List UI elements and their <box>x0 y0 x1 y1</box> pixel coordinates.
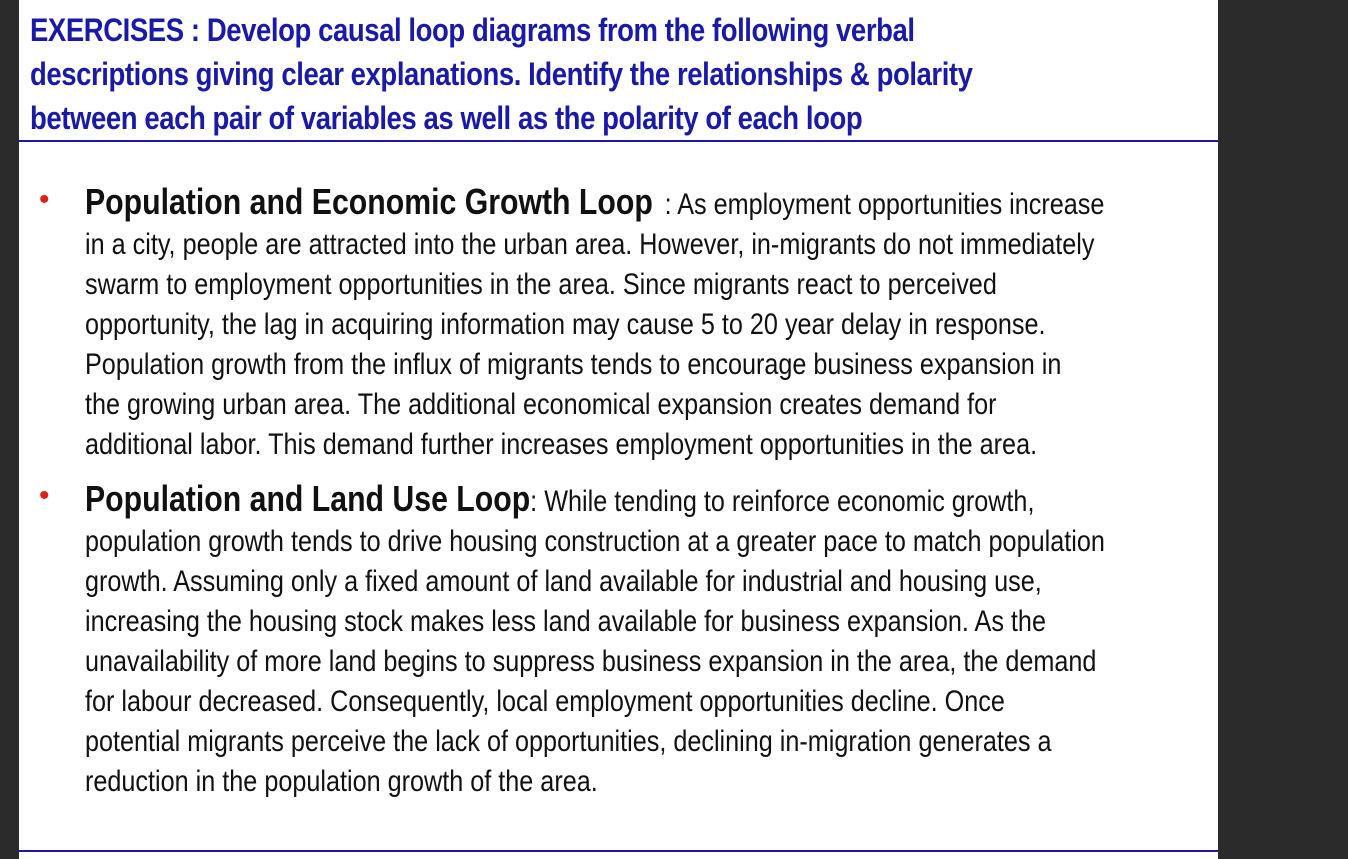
bullet-first-line: Population and Economic Growth Loop: As … <box>85 182 1177 225</box>
right-frame <box>1218 0 1348 859</box>
slide-title: EXERCISES : Develop causal loop diagrams… <box>30 8 1028 140</box>
bullet-heading: Population and Land Use Loop <box>85 478 531 519</box>
bullet-item-economic-growth: Population and Economic Growth Loop: As … <box>85 182 1177 465</box>
bullet-list: • Population and Economic Growth Loop: A… <box>19 0 1218 859</box>
bullet-heading: Population and Economic Growth Loop <box>85 181 653 222</box>
bullet-text: in a city, people are attracted into the… <box>85 228 1095 261</box>
bottom-divider <box>19 850 1218 852</box>
bullet-separator: : <box>530 485 538 518</box>
left-frame <box>0 0 19 859</box>
bullet-text: opportunity, the lag in acquiring inform… <box>85 308 1046 341</box>
bullet-text: unavailability of more land begins to su… <box>85 645 1097 678</box>
bullet-dot-icon: • <box>39 479 50 512</box>
bullet-text: Population growth from the influx of mig… <box>85 348 1062 381</box>
bullet-text: As employment opportunities increase <box>677 188 1105 221</box>
bullet-text: population growth tends to drive housing… <box>85 525 1105 558</box>
bullet-text: While tending to reinforce economic grow… <box>544 485 1035 518</box>
bullet-text: for labour decreased. Consequently, loca… <box>85 685 1005 718</box>
bullet-text: the growing urban area. The additional e… <box>85 388 997 421</box>
title-divider <box>19 140 1218 142</box>
bullet-item-land-use: Population and Land Use Loop: While tend… <box>85 479 1177 802</box>
title-line: between each pair of variables as well a… <box>30 100 863 136</box>
bullet-first-line: Population and Land Use Loop: While tend… <box>85 479 1177 522</box>
bullet-dot-icon: • <box>39 183 50 216</box>
title-line: EXERCISES : Develop causal loop diagrams… <box>30 12 915 48</box>
bullet-text: growth. Assuming only a fixed amount of … <box>85 565 1042 598</box>
title-line: descriptions giving clear explanations. … <box>30 56 973 92</box>
bullet-text: potential migrants perceive the lack of … <box>85 725 1052 758</box>
bullet-text: swarm to employment opportunities in the… <box>85 268 997 301</box>
bullet-text: additional labor. This demand further in… <box>85 428 1038 461</box>
bullet-text: reduction in the population growth of th… <box>85 765 598 798</box>
bullet-text: increasing the housing stock makes less … <box>85 605 1046 638</box>
bullet-separator: : <box>664 188 672 221</box>
slide: EXERCISES : Develop causal loop diagrams… <box>19 0 1218 859</box>
